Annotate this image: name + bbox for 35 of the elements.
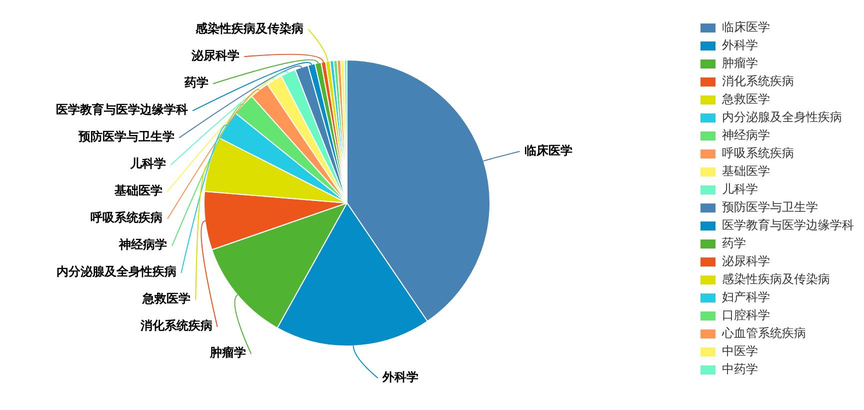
slice-label: 基础医学: [113, 184, 162, 198]
legend-label: 医学教育与医学边缘学科: [722, 218, 854, 232]
legend-label: 泌尿科学: [722, 254, 770, 268]
legend-label: 基础医学: [722, 164, 770, 178]
legend-label: 急救医学: [721, 92, 770, 106]
slice-label: 医学教育与医学边缘学科: [56, 102, 188, 117]
slice-label: 内分泌腺及全身性疾病: [56, 264, 176, 279]
slice-label: 外科学: [382, 370, 419, 384]
slice-label: 儿科学: [129, 156, 166, 171]
slice-label: 感染性疾病及传染病: [194, 22, 304, 36]
legend-label: 外科学: [722, 38, 758, 52]
slice-label: 消化系统疾病: [139, 318, 212, 333]
legend-label: 中药学: [722, 362, 758, 376]
legend-label: 肿瘤学: [722, 56, 758, 70]
legend-label: 口腔科学: [722, 308, 770, 322]
slice-label: 呼吸系统疾病: [90, 210, 163, 225]
legend-label: 妇产科学: [722, 290, 770, 304]
slice-label: 急救医学: [142, 292, 191, 306]
legend-label: 预防医学与卫生学: [722, 200, 818, 214]
slice-label: 肿瘤学: [208, 346, 246, 360]
legend-label: 呼吸系统疾病: [722, 146, 794, 160]
legend-label: 药学: [722, 236, 746, 250]
slice-label: 预防医学与卫生学: [78, 130, 175, 144]
legend-label: 中医学: [722, 344, 758, 358]
legend-label: 神经病学: [722, 128, 770, 142]
legend-label: 感染性疾病及传染病: [722, 272, 830, 286]
legend-label: 儿科学: [722, 182, 758, 196]
legend-label: 消化系统疾病: [722, 74, 794, 88]
legend-label: 心血管系统疾病: [721, 326, 806, 340]
slice-label: 临床医学: [524, 144, 572, 158]
slice-label: 神经病学: [118, 238, 168, 252]
slice-label: 泌尿科学: [190, 48, 240, 63]
slice-label: 药学: [183, 76, 208, 90]
legend-label: 内分泌腺及全身性疾病: [722, 110, 842, 124]
legend-label: 临床医学: [722, 20, 770, 34]
